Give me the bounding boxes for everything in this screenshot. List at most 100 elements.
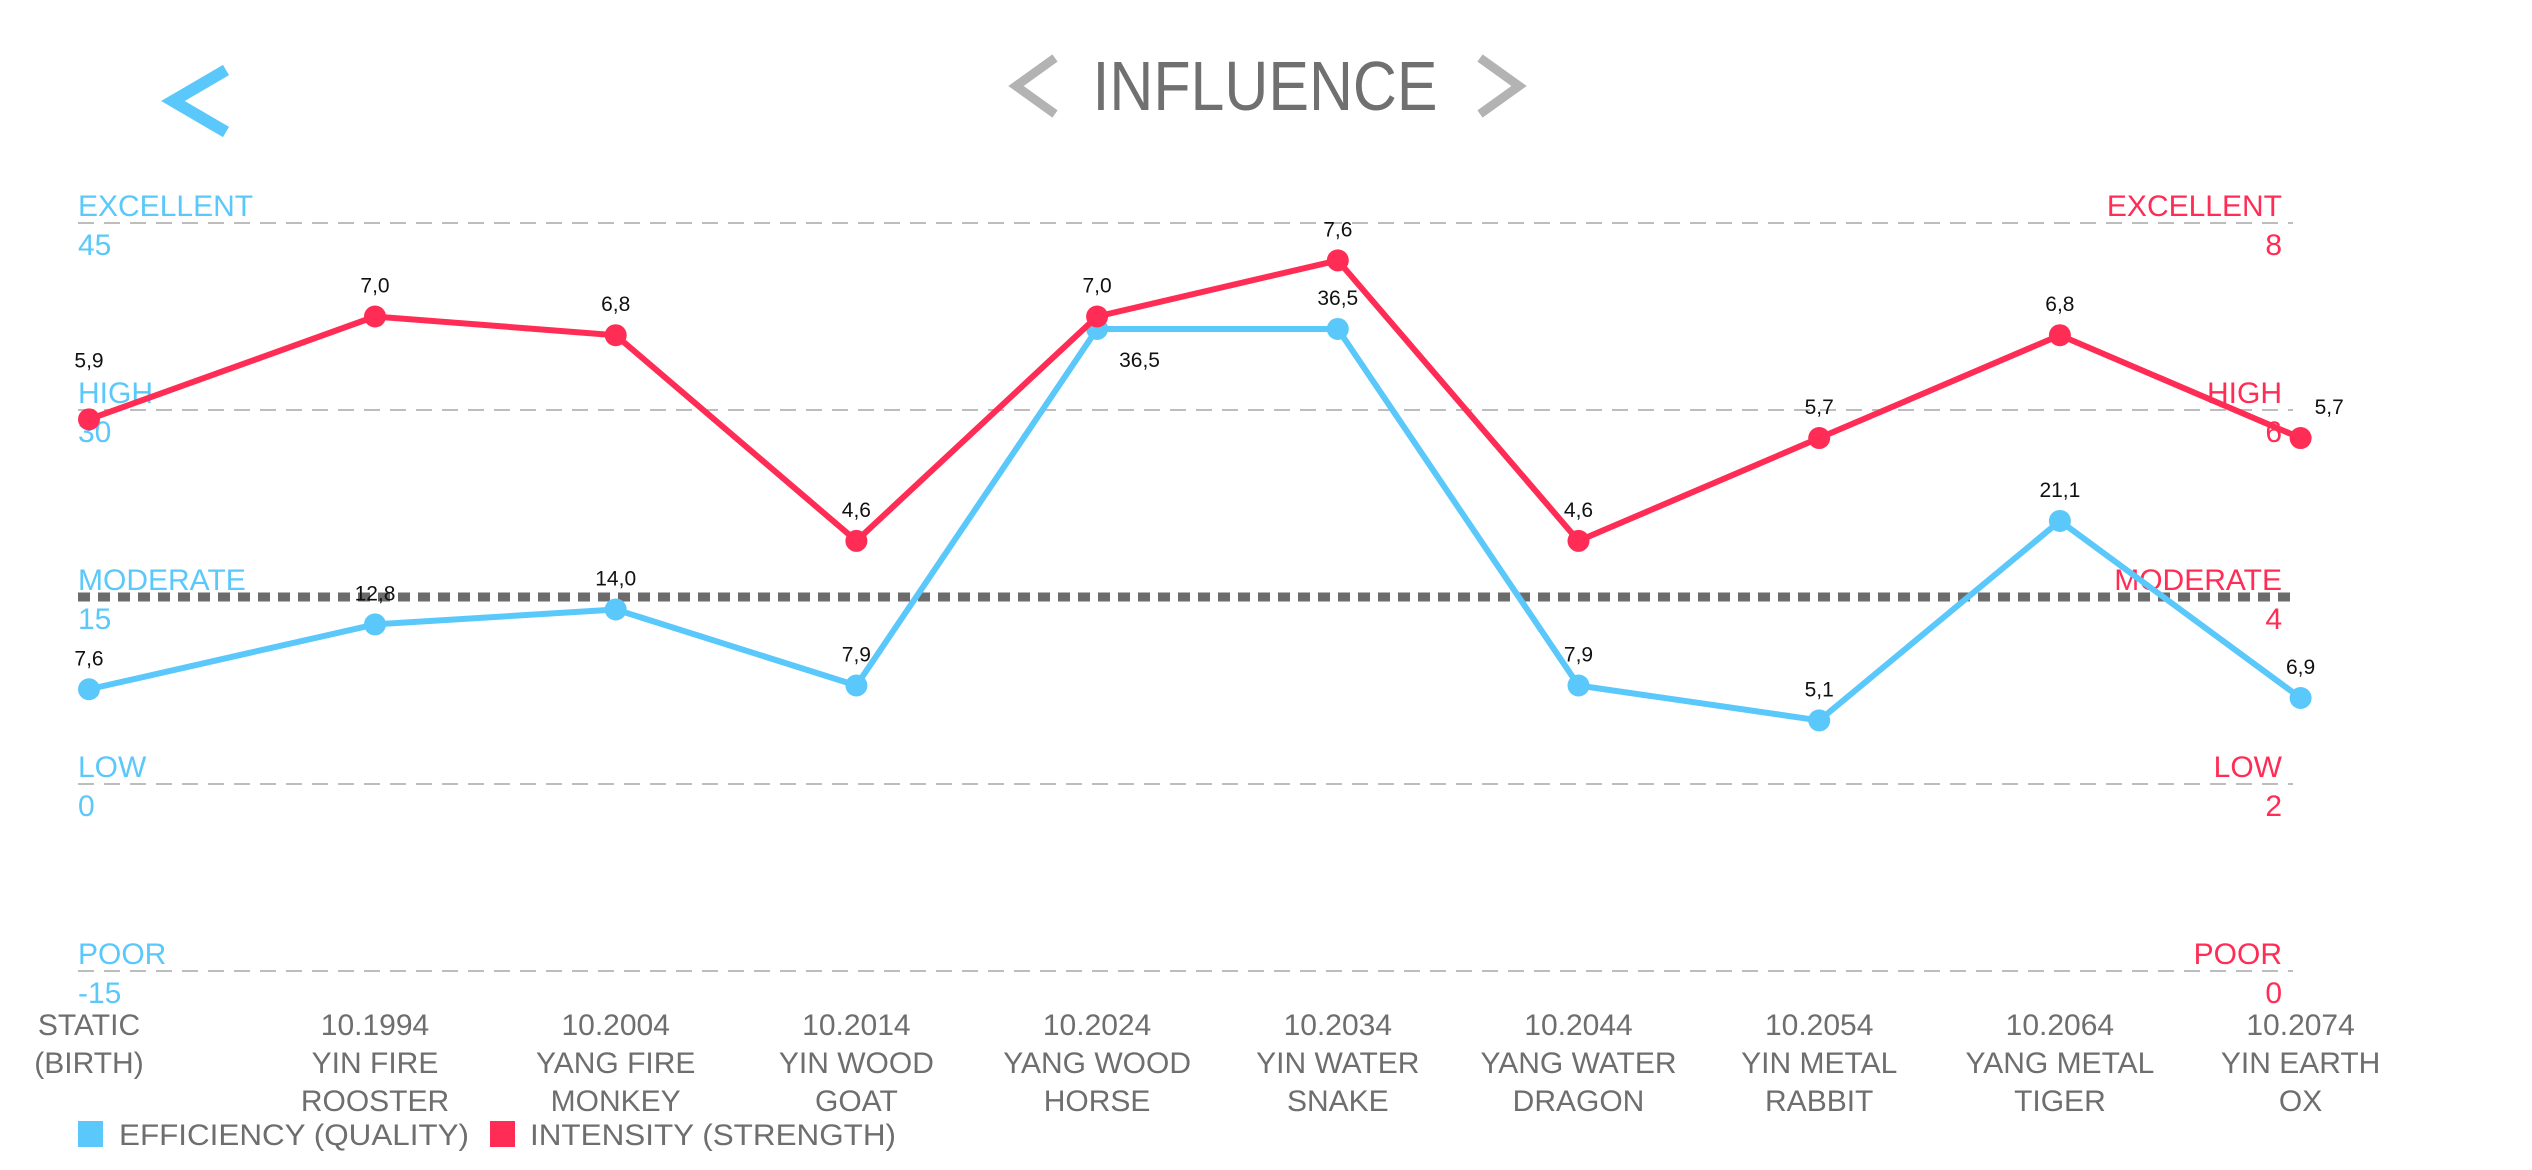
data-point[interactable] [1567,674,1590,697]
x-tick-label: 10.2004 [561,1009,669,1042]
x-tick-label: MONKEY [551,1085,681,1118]
data-label: 36,5 [1119,349,1160,372]
data-label: 7,9 [1564,644,1593,667]
right-axis-tick-label: 2 [2265,790,2282,823]
data-label: 5,7 [1805,396,1834,419]
data-point[interactable] [1326,249,1349,272]
data-point[interactable] [1808,427,1831,450]
left-axis-tick-label: 0 [78,790,95,823]
legend-swatch-intensity [490,1121,515,1147]
right-axis-tick-label: 0 [2265,977,2282,1010]
series-efficiency: 7,6 12,8 14,0 7,9 36,5 36,5 7,9 5,1 21,1 6,9 [74,287,2315,732]
data-label: 4,6 [1564,499,1593,522]
x-tick-label: OX [2279,1085,2322,1118]
x-tick-label: YIN WOOD [779,1047,934,1080]
x-tick-label: GOAT [815,1085,898,1118]
data-point[interactable] [604,324,627,347]
data-point[interactable] [2048,509,2071,532]
x-tick-label: ROOSTER [301,1085,449,1118]
x-tick-label: STATIC [38,1009,140,1042]
x-tick-label: SNAKE [1287,1085,1389,1118]
data-label: 7,0 [1082,275,1111,298]
data-point[interactable] [2289,427,2312,450]
prev-chart-button[interactable] [1008,54,1058,118]
data-label: 4,6 [842,499,871,522]
legend-item-efficiency[interactable]: EFFICIENCY (QUALITY) [78,1119,469,1152]
series: 7,612,814,07,936,536,57,95,121,16,95,97,… [74,218,2344,732]
x-tick-label: 10.2024 [1043,1009,1151,1042]
x-tick-label: YANG WOOD [1003,1047,1191,1080]
data-label: 7,0 [360,275,389,298]
right-axis-level-label: LOW [2214,751,2283,784]
x-tick-label: YANG FIRE [536,1047,695,1080]
data-point[interactable] [364,613,386,636]
x-tick-label: YIN WATER [1256,1047,1419,1080]
legend: EFFICIENCY (QUALITY) INTENSITY (STRENGTH… [78,1119,896,1152]
data-label: 7,9 [842,644,871,667]
data-label: 5,9 [74,349,103,372]
data-point[interactable] [2048,324,2071,347]
data-point[interactable] [604,598,627,621]
x-tick-label: YANG METAL [1965,1047,2154,1080]
data-point[interactable] [78,408,100,431]
data-point[interactable] [1326,317,1349,340]
x-tick-label: DRAGON [1513,1085,1645,1118]
x-axis-labels: STATIC (BIRTH) 10.1994 YIN FIRE ROOSTER 10.20… [34,1009,2380,1118]
right-axis-tick-label: 8 [2265,229,2282,262]
x-tick-label: 10.2014 [802,1009,910,1042]
left-axis-level-label: HIGH [78,377,153,410]
left-axis-level-label: EXCELLENT [78,190,253,223]
data-point[interactable] [78,678,100,701]
data-point[interactable] [364,305,386,328]
x-tick-label: 10.2054 [1765,1009,1873,1042]
left-axis-level-label: POOR [78,938,166,971]
gridlines [78,222,2293,972]
x-tick-label: 10.2044 [1524,1009,1632,1042]
left-axis-tick-label: 45 [78,229,111,262]
x-tick-label: 10.2074 [2246,1009,2354,1042]
next-chart-button[interactable] [1477,54,1527,118]
chevron-right-icon [1477,54,1527,118]
data-label: 6,8 [601,293,630,316]
chevron-left-icon [1008,54,1058,118]
data-point[interactable] [1086,305,1109,328]
data-label: 5,7 [2315,396,2344,419]
legend-item-intensity[interactable]: INTENSITY (STRENGTH) [490,1119,896,1152]
right-axis-tick-label: 4 [2265,603,2282,636]
left-axis-level-label: MODERATE [78,564,246,597]
data-label: 5,1 [1805,678,1834,701]
data-point[interactable] [2289,686,2312,709]
data-point[interactable] [1567,529,1590,552]
data-label: 7,6 [1323,218,1352,241]
left-axis-tick-label: 15 [78,603,111,636]
back-button[interactable] [140,55,260,155]
data-point[interactable] [845,529,868,552]
x-tick-label: RABBIT [1765,1085,1873,1118]
data-point[interactable] [1808,709,1831,732]
data-label: 6,9 [2286,656,2315,679]
x-tick-label: 10.2034 [1284,1009,1392,1042]
page-title: INFLUENCE [1093,47,1438,125]
right-axis-level-label: EXCELLENT [2107,190,2282,223]
x-tick-label: (BIRTH) [34,1047,143,1080]
data-point[interactable] [845,674,868,697]
chevron-left-icon [161,64,230,138]
data-label: 12,8 [355,582,396,605]
data-label: 36,5 [1317,287,1358,310]
x-tick-label: YIN EARTH [2221,1047,2380,1080]
left-axis-tick-label: -15 [78,977,121,1010]
data-label: 21,1 [2039,479,2080,502]
data-label: 7,6 [74,647,103,670]
x-tick-label: YANG WATER [1480,1047,1676,1080]
data-label: 14,0 [595,567,636,590]
back-button-hitarea[interactable] [140,55,260,155]
legend-label-efficiency: EFFICIENCY (QUALITY) [119,1119,469,1152]
legend-label-intensity: INTENSITY (STRENGTH) [530,1119,896,1152]
data-label: 6,8 [2045,293,2074,316]
series-line [87,257,2302,544]
x-tick-label: HORSE [1044,1085,1151,1118]
x-tick-label: TIGER [2014,1085,2106,1118]
series-intensity: 5,9 7,0 6,8 4,6 7,0 7,6 4,6 5,7 6,8 5,7 [74,218,2344,552]
series-line [88,325,2303,724]
